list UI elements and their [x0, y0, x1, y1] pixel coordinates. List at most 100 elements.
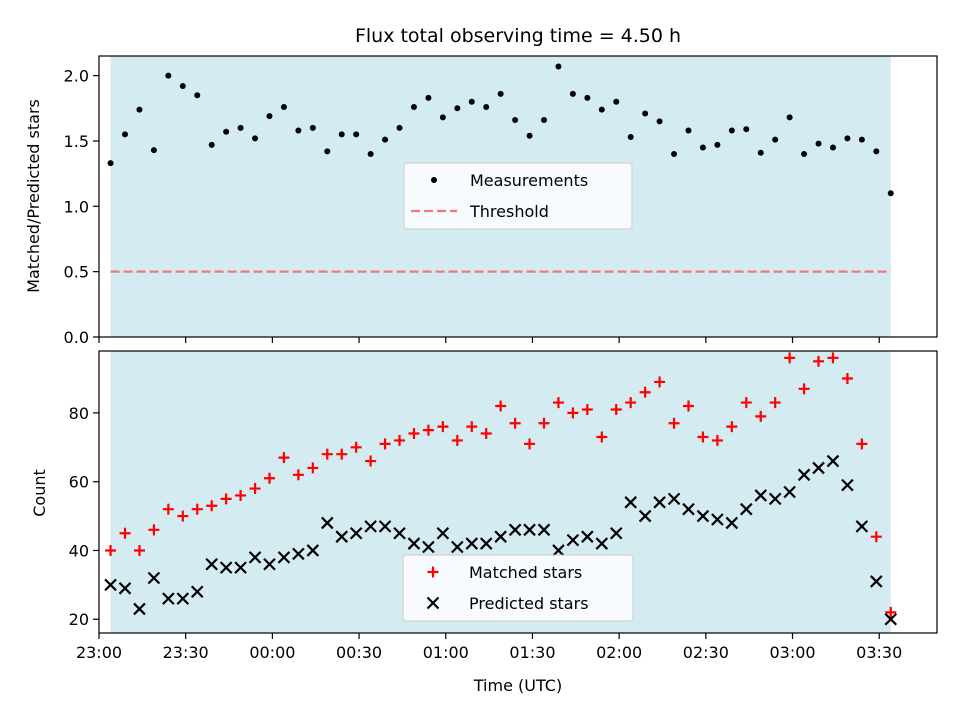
matched-star-point	[538, 417, 550, 429]
matched-star-point	[682, 400, 694, 412]
matched-star-point	[350, 441, 362, 453]
predicted-star-point	[653, 496, 666, 509]
matched-star-point	[191, 503, 203, 515]
matched-star-point	[249, 483, 261, 495]
matched-star-point	[870, 531, 882, 543]
x-tick-label: 01:30	[509, 643, 555, 662]
matched-star-point	[639, 386, 651, 398]
measurement-point	[165, 72, 172, 79]
matched-star-point	[798, 383, 810, 395]
measurement-point	[237, 124, 244, 131]
measurement-point	[815, 140, 822, 147]
matched-star-point	[480, 428, 492, 440]
measurement-point	[844, 135, 851, 142]
predicted-star-point	[508, 523, 522, 537]
legend-marker	[427, 566, 439, 578]
predicted-star-point	[870, 575, 883, 588]
predicted-star-point	[335, 530, 349, 543]
measurement-point	[295, 127, 302, 134]
y-tick-label: 0.0	[64, 328, 89, 347]
measurement-point	[223, 128, 230, 135]
matched-star-point	[437, 421, 449, 433]
matched-star-point	[422, 424, 434, 436]
measurement-point	[194, 92, 201, 99]
predicted-star-point	[378, 520, 392, 533]
predicted-star-point	[277, 551, 291, 564]
matched-star-point	[451, 434, 463, 446]
predicted-star-point	[234, 561, 247, 574]
measurement-point	[150, 147, 157, 154]
matched-star-point	[625, 397, 637, 409]
predicted-star-point	[494, 530, 507, 543]
predicted-star-point	[696, 509, 710, 523]
predicted-star-point	[768, 492, 782, 506]
predicted-star-point	[711, 513, 724, 526]
matched-star-point	[133, 544, 145, 556]
matched-star-point	[827, 352, 839, 364]
x-tick-label: 23:00	[76, 643, 122, 662]
matched-star-point	[105, 544, 117, 556]
measurement-point	[454, 105, 461, 112]
measurement-point	[873, 148, 880, 155]
y-tick-label: 2.0	[64, 67, 89, 86]
x-tick-label: 03:00	[769, 643, 815, 662]
measurement-point	[468, 98, 475, 105]
predicted-star-point	[104, 578, 117, 592]
matched-star-point	[321, 448, 333, 460]
measurement-point	[382, 136, 389, 143]
measurement-point	[699, 144, 706, 151]
x-tick-label: 00:00	[249, 643, 295, 662]
predicted-star-point	[566, 533, 580, 547]
predicted-star-point	[624, 496, 637, 509]
predicted-star-point	[407, 537, 421, 550]
y-tick-label: 20	[69, 610, 89, 629]
measurement-point	[685, 127, 692, 134]
matched-star-point	[668, 417, 680, 429]
predicted-star-point	[479, 537, 493, 550]
matched-star-point	[740, 397, 752, 409]
predicted-star-point	[826, 454, 840, 468]
y-tick-label: 1.5	[64, 132, 89, 151]
predicted-star-point	[364, 520, 377, 533]
predicted-star-point	[263, 557, 276, 571]
measurement-point	[324, 148, 331, 155]
predicted-star-point	[306, 544, 320, 557]
measurement-point	[598, 106, 605, 113]
predicted-star-point	[190, 585, 204, 599]
matched-star-point	[856, 438, 868, 450]
predicted-star-point	[855, 520, 869, 533]
measurement-point	[439, 114, 446, 121]
measurement-point	[179, 83, 186, 90]
measurement-point	[266, 113, 273, 120]
predicted-star-point	[725, 516, 739, 530]
x-tick-label: 00:30	[336, 643, 382, 662]
measurement-point	[569, 90, 576, 97]
matched-star-point	[654, 376, 666, 388]
matched-star-point	[784, 352, 796, 364]
measurement-point	[309, 124, 316, 131]
matched-star-point	[220, 493, 232, 505]
y-tick-label: 60	[69, 473, 89, 492]
predicted-star-point	[841, 478, 854, 492]
legend-marker	[426, 596, 440, 610]
matched-star-point	[813, 355, 825, 367]
legend-label: Predicted stars	[469, 594, 589, 613]
predicted-star-point	[609, 526, 623, 540]
matched-star-point	[755, 410, 767, 422]
legend-label: Measurements	[470, 171, 588, 190]
predicted-star-point	[393, 526, 406, 540]
x-tick-label: 02:00	[596, 643, 642, 662]
measurement-point	[136, 106, 143, 113]
measurement-point	[656, 118, 663, 125]
matched-star-point	[379, 438, 391, 450]
matched-star-point	[394, 434, 406, 446]
measurement-point	[512, 117, 519, 124]
measurement-point	[410, 103, 417, 110]
measurement-point	[483, 103, 490, 110]
axes-frame	[98, 350, 938, 634]
predicted-star-point	[667, 492, 681, 506]
matched-star-point	[162, 503, 174, 515]
measurement-point	[122, 131, 129, 138]
legend-box	[402, 554, 634, 622]
